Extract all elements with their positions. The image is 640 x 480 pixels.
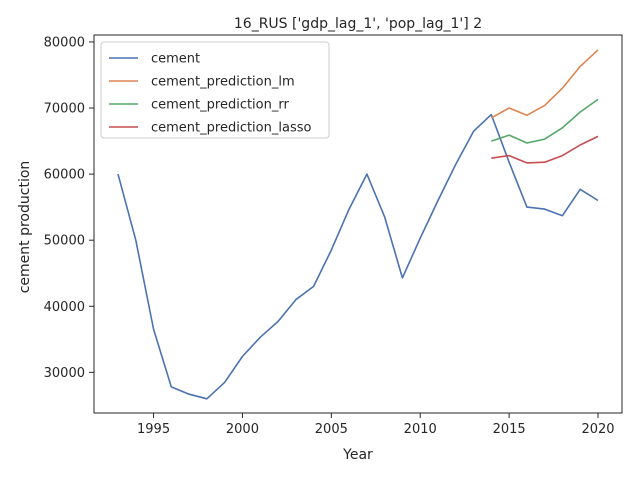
series-lines — [117, 49, 599, 400]
y-tick-label: 60000 — [44, 168, 85, 183]
legend-label: cement_prediction_rr — [151, 98, 289, 113]
x-tick-label: 2020 — [581, 422, 614, 437]
legend-label: cement_prediction_lm — [151, 75, 295, 90]
legend-label: cement_prediction_lasso — [151, 121, 311, 136]
legend: cement cement_prediction_lm cement_predict… — [100, 41, 330, 139]
x-ticks: 1995 2000 2005 2010 2015 2020 — [137, 413, 615, 437]
y-ticks: 30000 40000 50000 60000 70000 80000 — [44, 35, 94, 381]
y-tick-label: 50000 — [44, 234, 85, 249]
y-tick-label: 40000 — [44, 300, 85, 315]
x-tick-label: 2010 — [404, 422, 437, 437]
x-tick-label: 2000 — [226, 422, 259, 437]
series-line-cement-prediction-rr — [491, 98, 599, 144]
series-line-cement-prediction-lasso — [491, 135, 599, 164]
chart-title: 16_RUS ['gdp_lag_1', 'pop_lag_1'] 2 — [234, 16, 482, 32]
legend-label: cement — [151, 52, 200, 67]
series-line-cement — [117, 113, 599, 400]
x-tick-label: 2005 — [315, 422, 348, 437]
legend-box — [100, 41, 330, 139]
x-axis-label: Year — [342, 447, 373, 463]
x-tick-label: 2015 — [493, 422, 526, 437]
y-axis-label: cement production — [17, 161, 33, 294]
y-tick-label: 80000 — [44, 35, 85, 50]
x-tick-label: 1995 — [137, 422, 170, 437]
y-tick-label: 30000 — [44, 366, 85, 381]
y-tick-label: 70000 — [44, 102, 85, 117]
series-line-cement-prediction-lm — [490, 49, 599, 119]
